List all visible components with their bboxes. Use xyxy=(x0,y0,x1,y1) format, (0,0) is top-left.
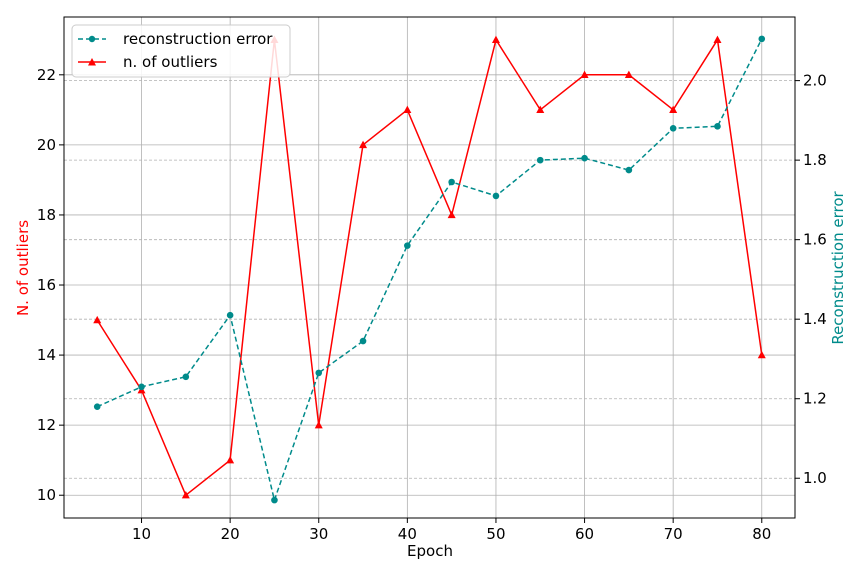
right-y-axis-title: Reconstruction error xyxy=(829,190,847,344)
left-y-axis-title: N. of outliers xyxy=(14,220,32,316)
x-tick-label: 40 xyxy=(398,525,417,543)
point-n-of-outliers xyxy=(93,315,102,324)
point-n-of-outliers xyxy=(314,420,323,429)
series-line-reconstruction-error xyxy=(96,38,763,503)
point-n-of-outliers xyxy=(181,491,190,499)
left-y-tick-label: 20 xyxy=(37,136,56,154)
point-n-of-outliers xyxy=(447,210,456,219)
legend-marker-circle-icon xyxy=(88,35,96,43)
point-reconstruction-error xyxy=(714,123,721,130)
legend-frame xyxy=(71,24,291,78)
point-n-of-outliers xyxy=(403,105,412,114)
point-reconstruction-error xyxy=(271,496,278,504)
point-reconstruction-error xyxy=(536,156,544,164)
x-tick-label: 70 xyxy=(664,525,683,543)
point-n-of-outliers xyxy=(669,105,678,114)
x-tick-label: 80 xyxy=(752,525,771,543)
point-n-of-outliers xyxy=(536,105,545,114)
left-y-tick-label: 22 xyxy=(37,66,56,84)
point-reconstruction-error xyxy=(669,125,677,132)
legend-marker-triangle-icon xyxy=(88,58,96,66)
right-y-tick-label: 1.0 xyxy=(803,469,827,487)
point-n-of-outliers xyxy=(624,70,633,79)
series-line-n-of-outliers xyxy=(96,37,763,497)
left-y-tick-label: 12 xyxy=(37,416,56,434)
right-y-tick-label: 1.4 xyxy=(803,310,827,328)
x-tick-label: 60 xyxy=(575,525,594,543)
point-n-of-outliers xyxy=(713,35,722,43)
legend-label-outliers: n. of outliers xyxy=(123,53,218,71)
left-y-tick-label: 10 xyxy=(37,486,56,504)
right-y-tick-label: 1.8 xyxy=(803,151,827,169)
point-reconstruction-error xyxy=(315,369,323,377)
point-n-of-outliers xyxy=(580,70,589,79)
point-reconstruction-error xyxy=(182,373,190,381)
x-tick-label: 10 xyxy=(132,525,151,543)
right-y-tick-label: 1.6 xyxy=(803,231,827,249)
x-tick-label: 20 xyxy=(221,525,240,543)
x-axis-title: Epoch xyxy=(407,542,453,560)
left-y-tick-label: 14 xyxy=(37,346,56,364)
point-reconstruction-error xyxy=(359,337,367,345)
legend-label-reconstruction-error: reconstruction error xyxy=(123,30,273,48)
axes xyxy=(63,16,796,519)
left-y-tick-label: 18 xyxy=(37,206,56,224)
point-reconstruction-error xyxy=(226,311,234,319)
point-n-of-outliers xyxy=(757,350,766,359)
legend: reconstruction error n. of outliers xyxy=(71,24,291,78)
point-reconstruction-error xyxy=(448,178,455,186)
point-n-of-outliers xyxy=(226,455,235,464)
point-reconstruction-error xyxy=(625,166,633,174)
ticks: 10 20 30 40 50 60 70 80 10 12 14 16 18 20 22 1.0 1.2 1.4 1… xyxy=(37,66,827,543)
right-y-tick-label: 1.2 xyxy=(803,390,827,408)
point-reconstruction-error xyxy=(492,192,500,200)
point-reconstruction-error xyxy=(581,154,588,162)
point-reconstruction-error xyxy=(758,35,766,43)
x-tick-label: 50 xyxy=(486,525,505,543)
right-y-tick-label: 2.0 xyxy=(803,72,827,90)
point-reconstruction-error xyxy=(138,383,145,391)
plot-frame xyxy=(63,16,796,519)
point-reconstruction-error xyxy=(404,242,411,249)
x-tick-label: 30 xyxy=(309,525,328,543)
left-y-tick-label: 16 xyxy=(37,276,56,294)
point-n-of-outliers xyxy=(491,35,500,43)
point-reconstruction-error xyxy=(93,403,101,410)
point-n-of-outliers xyxy=(359,140,368,149)
